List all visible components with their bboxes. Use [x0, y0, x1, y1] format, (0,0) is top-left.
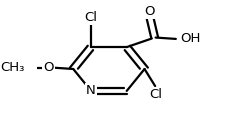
- Text: Cl: Cl: [84, 11, 97, 24]
- Text: O: O: [144, 5, 154, 18]
- Text: Cl: Cl: [149, 88, 162, 101]
- Text: O: O: [43, 61, 53, 74]
- Text: OH: OH: [180, 32, 200, 45]
- Text: CH₃: CH₃: [0, 61, 24, 74]
- Text: N: N: [86, 84, 95, 97]
